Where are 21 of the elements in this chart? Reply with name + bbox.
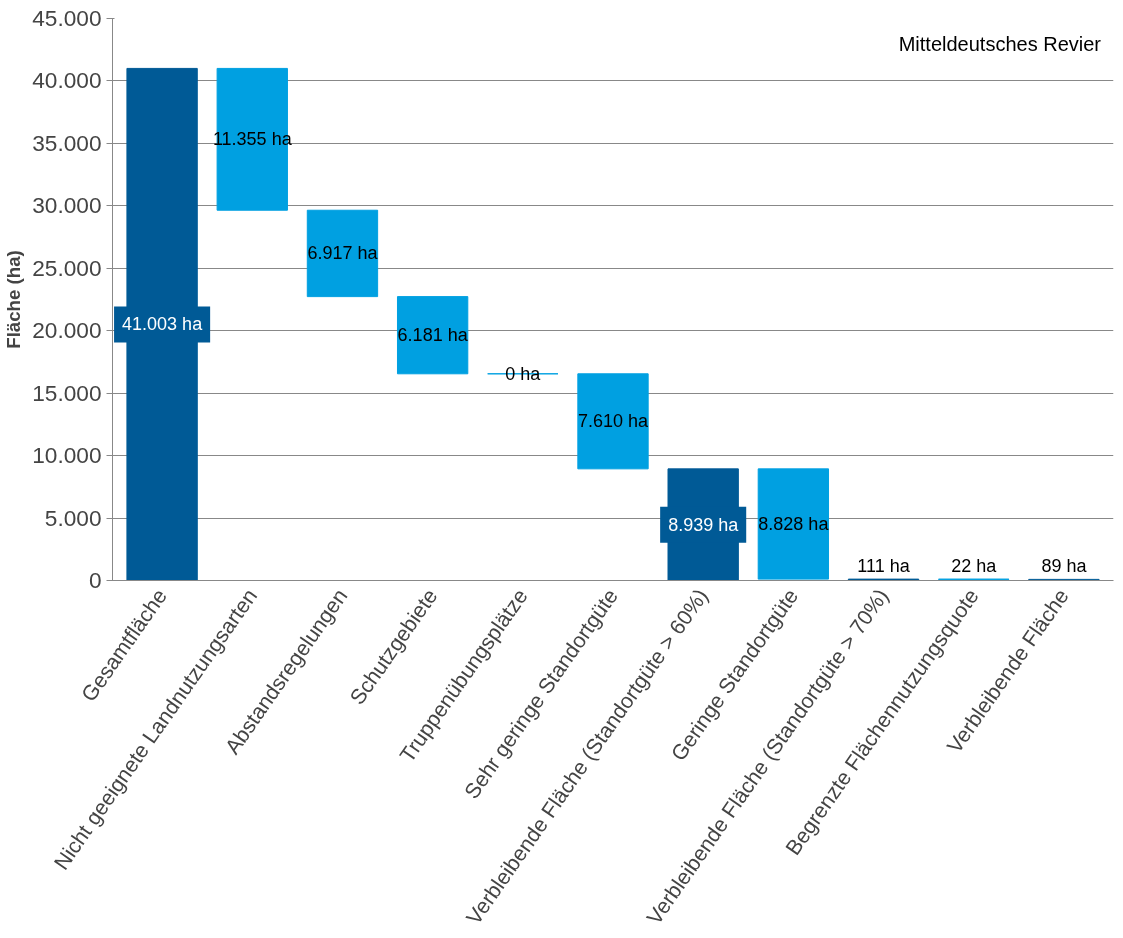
y-tick-label: 0 xyxy=(88,567,102,593)
y-axis-title: Fläche (ha) xyxy=(3,250,25,349)
y-tick-label: 5.000 xyxy=(44,504,102,531)
data-label: 111 ha xyxy=(857,556,911,577)
y-tick-label: 20.000 xyxy=(32,317,102,344)
y-tick-label: 25.000 xyxy=(32,254,102,281)
y-tick-label: 45.000 xyxy=(32,5,102,31)
data-label: 41.003 ha xyxy=(122,314,204,335)
y-tick-label: 30.000 xyxy=(32,192,102,219)
y-tick-label: 35.000 xyxy=(32,129,102,156)
data-label: 8.939 ha xyxy=(668,514,740,535)
y-tick-label: 40.000 xyxy=(32,67,102,94)
y-tick-label: 10.000 xyxy=(32,442,102,469)
annotation: Mitteldeutsches Revier xyxy=(898,32,1102,55)
data-label: 89 ha xyxy=(1041,556,1088,577)
data-label: 6.181 ha xyxy=(397,325,469,346)
data-label: 8.828 ha xyxy=(758,513,830,534)
y-tick-label: 15.000 xyxy=(32,379,102,406)
data-label: 7.610 ha xyxy=(577,411,650,432)
data-label: 6.917 ha xyxy=(307,243,379,264)
data-label: 22 ha xyxy=(951,556,998,577)
